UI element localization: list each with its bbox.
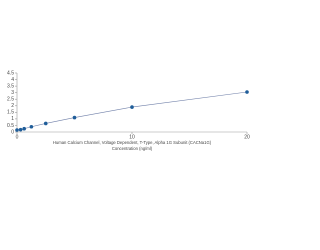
data-point: [43, 121, 48, 126]
y-tick-label: 2: [11, 103, 14, 109]
x-tick-label: 10: [129, 134, 135, 140]
y-tick-label: 3.5: [7, 83, 14, 89]
chart: Human Calcium Channel, Voltage Dependent…: [7, 70, 250, 151]
y-tick-label: 4: [11, 77, 14, 83]
data-point: [15, 128, 19, 132]
y-tick-label: 2.5: [7, 97, 14, 103]
data-point: [22, 126, 26, 131]
y-tick-label: 3: [11, 90, 14, 96]
x-axis-subtitle: Concentration (ng/ml): [112, 146, 153, 151]
y-tick-label: 0: [11, 129, 14, 135]
data-point: [29, 124, 34, 129]
data-point: [18, 127, 23, 132]
x-tick-label: 0: [16, 134, 19, 140]
data-point: [245, 90, 249, 94]
y-tick-label: 1.5: [7, 110, 14, 116]
fit-line: [16, 91, 248, 131]
data-point: [130, 105, 134, 109]
y-tick-label: 0.5: [7, 123, 14, 129]
x-tick-label: 20: [244, 134, 250, 140]
y-tick-label: 1: [11, 116, 14, 122]
data-point: [72, 115, 77, 120]
x-axis-title: Human Calcium Channel, Voltage Dependent…: [53, 140, 212, 145]
y-tick-label: 4.5: [7, 70, 14, 76]
